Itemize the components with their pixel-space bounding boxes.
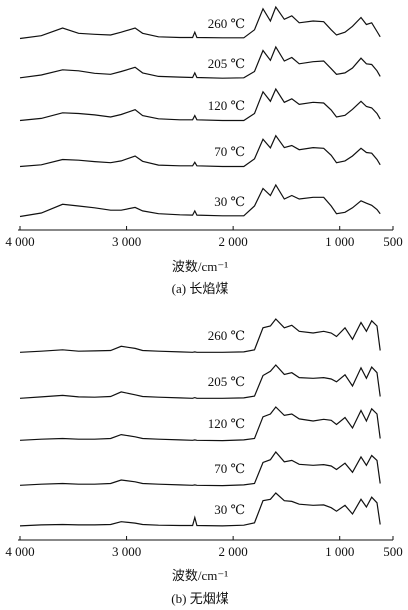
spectrum-line <box>19 318 381 353</box>
caption: (a) 长焰煤 <box>172 281 229 296</box>
series-label: 260 ℃ <box>208 16 245 31</box>
spectrum-line <box>19 406 381 442</box>
caption: (b) 无烟煤 <box>171 591 228 606</box>
series-label: 260 ℃ <box>208 328 245 343</box>
spectrum-line <box>19 87 381 122</box>
series-label: 70 ℃ <box>214 144 245 159</box>
x-tick-label: 3 000 <box>112 544 141 559</box>
spectrum-line <box>19 134 381 168</box>
series-label: 70 ℃ <box>214 461 245 476</box>
spectrum-line <box>19 492 381 527</box>
x-tick-label: 500 <box>383 544 403 559</box>
spectrum-line <box>19 183 381 218</box>
series-label: 205 ℃ <box>208 56 245 71</box>
x-tick-label: 2 000 <box>219 544 248 559</box>
x-tick-label: 2 000 <box>219 234 248 249</box>
x-tick-label: 4 000 <box>5 544 34 559</box>
x-tick-label: 1 000 <box>325 544 354 559</box>
x-axis-label: 波数/cm⁻¹ <box>172 259 228 274</box>
series-label: 205 ℃ <box>208 374 245 389</box>
series-label: 120 ℃ <box>208 98 245 113</box>
spectrum-line <box>19 451 381 487</box>
series-label: 30 ℃ <box>214 502 245 517</box>
x-tick-label: 3 000 <box>112 234 141 249</box>
spectrum-line <box>19 364 381 399</box>
x-tick-label: 500 <box>383 234 403 249</box>
spectrum-line <box>19 5 381 40</box>
x-tick-label: 4 000 <box>5 234 34 249</box>
x-axis-label: 波数/cm⁻¹ <box>172 568 228 583</box>
x-tick-label: 1 000 <box>325 234 354 249</box>
series-label: 30 ℃ <box>214 194 245 209</box>
series-label: 120 ℃ <box>208 416 245 431</box>
spectrum-line <box>19 45 381 79</box>
